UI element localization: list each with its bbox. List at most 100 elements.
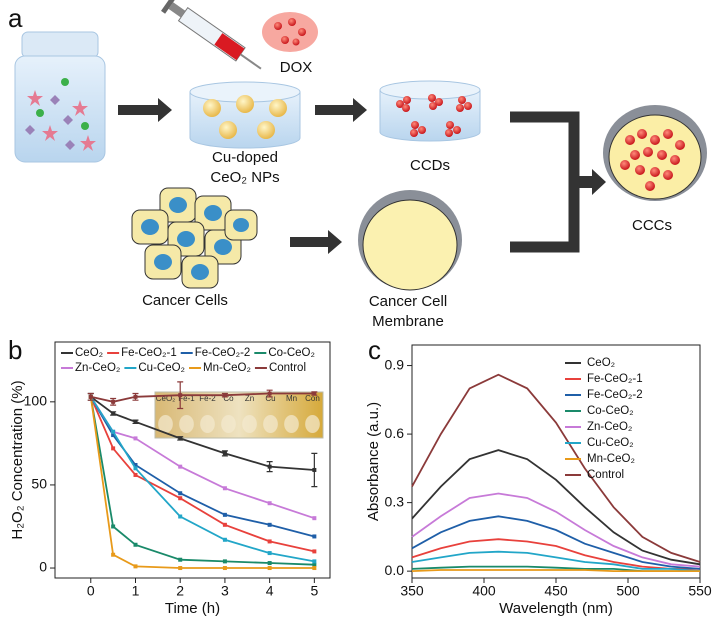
y-tick-label: 0.3 bbox=[385, 493, 405, 509]
marker bbox=[111, 433, 116, 438]
vial bbox=[284, 415, 299, 433]
vial bbox=[221, 415, 236, 433]
marker bbox=[312, 566, 317, 571]
marker bbox=[312, 562, 317, 567]
x-tick-label: 2 bbox=[176, 583, 184, 599]
label: Cu-doped bbox=[212, 149, 278, 166]
marker bbox=[222, 393, 227, 398]
y-tick-label: 100 bbox=[24, 393, 48, 409]
marker bbox=[267, 464, 272, 469]
y-tick-label: 0.0 bbox=[385, 562, 405, 578]
x-axis-label: Time (h) bbox=[165, 600, 220, 617]
series-line bbox=[411, 373, 701, 563]
legend-label: Cu-CeO₂ bbox=[138, 362, 185, 374]
inset-label: Co bbox=[223, 394, 234, 403]
panel-label: c bbox=[368, 335, 381, 365]
label: Cancer Cells bbox=[142, 292, 228, 309]
legend-label: Mn-CeO₂ bbox=[203, 362, 251, 374]
vial bbox=[263, 415, 278, 433]
inset-label: CeO₂ bbox=[156, 394, 176, 403]
legend-label: CeO₂ bbox=[587, 357, 615, 369]
vial bbox=[200, 415, 215, 433]
marker bbox=[111, 399, 116, 404]
label: Cancer Cell bbox=[369, 293, 447, 310]
marker bbox=[267, 566, 272, 571]
ccd-dish bbox=[379, 80, 481, 142]
y-axis-label: Absorbance (a.u.) bbox=[365, 402, 382, 521]
marker bbox=[111, 524, 116, 529]
marker bbox=[312, 391, 317, 396]
vial bbox=[158, 415, 173, 433]
marker bbox=[178, 436, 183, 441]
marker bbox=[222, 566, 227, 571]
panel-label: b bbox=[8, 335, 22, 365]
y-tick-label: 50 bbox=[31, 476, 47, 492]
marker bbox=[111, 552, 116, 557]
marker bbox=[312, 559, 317, 564]
marker bbox=[222, 512, 227, 517]
legend-label: Fe-CeO₂-1 bbox=[587, 373, 643, 385]
jar bbox=[14, 31, 106, 163]
x-tick-label: 550 bbox=[688, 583, 712, 599]
label: DOX bbox=[280, 59, 313, 76]
x-tick-label: 0 bbox=[87, 583, 95, 599]
marker bbox=[222, 559, 227, 564]
legend-label: CeO₂ bbox=[75, 347, 103, 359]
series-line bbox=[411, 569, 700, 572]
y-tick-label: 0.6 bbox=[385, 425, 405, 441]
marker bbox=[222, 522, 227, 527]
marker bbox=[312, 516, 317, 521]
x-tick-label: 450 bbox=[544, 583, 568, 599]
marker bbox=[178, 393, 183, 398]
marker bbox=[222, 537, 227, 542]
x-tick-label: 500 bbox=[616, 583, 640, 599]
marker bbox=[178, 491, 183, 496]
series-line bbox=[411, 449, 701, 566]
legend-label: Control bbox=[269, 362, 306, 374]
marker bbox=[111, 429, 116, 434]
plot-frame bbox=[411, 344, 701, 579]
marker bbox=[312, 467, 317, 472]
marker bbox=[133, 564, 138, 569]
legend-label: Co-CeO₂ bbox=[268, 347, 315, 359]
marker bbox=[178, 566, 183, 571]
marker bbox=[267, 391, 272, 396]
series-line bbox=[411, 515, 701, 570]
series-line bbox=[411, 550, 701, 572]
inset-label: Cu bbox=[265, 394, 275, 403]
x-tick-label: 3 bbox=[221, 583, 229, 599]
legend-label: Fe-CeO₂-2 bbox=[587, 389, 643, 401]
marker bbox=[133, 466, 138, 471]
legend-label: Fe-CeO₂-2 bbox=[195, 347, 251, 359]
marker bbox=[111, 446, 116, 451]
marker bbox=[178, 557, 183, 562]
x-axis-label: Wavelength (nm) bbox=[499, 600, 613, 617]
vial bbox=[179, 415, 194, 433]
marker bbox=[133, 472, 138, 477]
cancer-cells bbox=[131, 187, 258, 289]
inset-label: Zn bbox=[245, 394, 254, 403]
marker bbox=[133, 462, 138, 467]
legend-label: Zn-CeO₂ bbox=[75, 362, 120, 374]
label: CeO₂ NPs bbox=[210, 169, 279, 186]
ccc bbox=[603, 105, 707, 201]
marker bbox=[222, 451, 227, 456]
syringe bbox=[161, 0, 273, 93]
x-tick-label: 4 bbox=[266, 583, 274, 599]
series-line bbox=[411, 492, 701, 568]
marker bbox=[267, 501, 272, 506]
marker bbox=[312, 549, 317, 554]
np-dish bbox=[189, 81, 301, 149]
marker bbox=[267, 522, 272, 527]
marker bbox=[178, 514, 183, 519]
label: CCCs bbox=[632, 217, 672, 234]
label: Membrane bbox=[372, 313, 444, 330]
legend-label: Control bbox=[587, 469, 624, 481]
marker bbox=[267, 561, 272, 566]
x-tick-label: 350 bbox=[400, 583, 424, 599]
inset-label: Fe-1 bbox=[178, 394, 195, 403]
inset-label: Mn bbox=[286, 394, 297, 403]
inset-label: Con bbox=[305, 394, 320, 403]
legend-label: Cu-CeO₂ bbox=[587, 437, 634, 449]
